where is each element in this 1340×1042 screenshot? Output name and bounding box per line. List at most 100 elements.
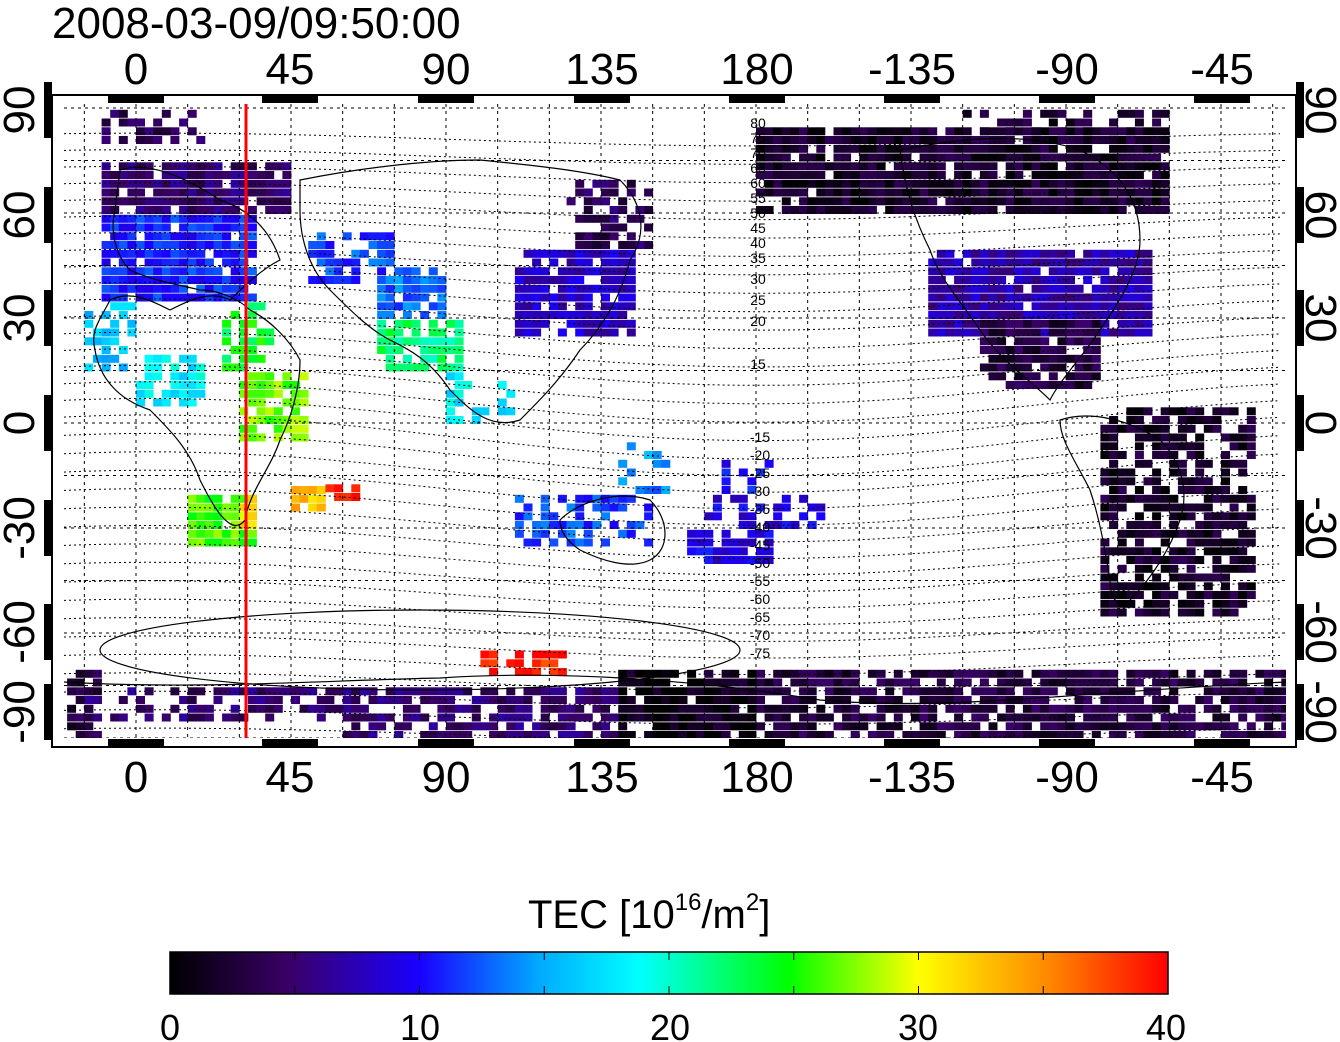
tec-cell bbox=[1057, 311, 1067, 319]
tec-cell bbox=[807, 722, 817, 731]
tec-cell bbox=[1221, 582, 1230, 591]
tec-cell bbox=[1143, 197, 1153, 206]
tec-cell bbox=[1109, 179, 1119, 188]
tec-cell bbox=[842, 713, 852, 722]
magnetic-contour bbox=[64, 469, 1281, 510]
tec-cell bbox=[971, 162, 981, 171]
tec-cell bbox=[1048, 713, 1058, 722]
tec-cell bbox=[1272, 713, 1282, 722]
tec-cell bbox=[601, 704, 610, 713]
tec-cell bbox=[256, 372, 266, 381]
tec-cell bbox=[936, 284, 946, 293]
tec-cell bbox=[118, 363, 128, 372]
tec-cell bbox=[1126, 468, 1136, 477]
magnetic-contour bbox=[64, 364, 1281, 405]
tec-cell bbox=[299, 389, 309, 398]
tec-cell bbox=[1057, 249, 1067, 258]
tec-cell bbox=[928, 197, 938, 206]
tec-cell bbox=[712, 494, 722, 503]
tec-cell bbox=[1031, 249, 1041, 258]
tec-cell bbox=[1186, 704, 1196, 713]
tec-cell bbox=[1143, 494, 1153, 503]
tec-cell bbox=[1238, 669, 1248, 678]
tec-cell bbox=[368, 713, 378, 722]
tec-cell bbox=[1126, 188, 1136, 197]
tec-cell bbox=[1126, 144, 1136, 153]
tec-cell bbox=[1221, 547, 1230, 556]
tec-cell bbox=[428, 731, 438, 738]
tec-cell bbox=[1040, 731, 1050, 738]
tec-cell bbox=[1272, 704, 1282, 713]
lon-tick-bottom: 135 bbox=[565, 753, 638, 802]
tec-cell bbox=[1100, 442, 1110, 451]
tec-cell bbox=[575, 241, 585, 249]
tec-cell bbox=[902, 678, 912, 687]
tec-cell bbox=[1195, 591, 1205, 599]
tec-cell bbox=[1177, 599, 1187, 608]
tec-cell bbox=[1014, 363, 1024, 372]
lat-tick-right: 30 bbox=[1296, 294, 1340, 343]
tec-cell bbox=[626, 328, 636, 337]
tec-cell bbox=[136, 704, 145, 713]
tec-cell bbox=[1238, 521, 1248, 529]
tec-cell bbox=[928, 311, 938, 319]
tec-cell bbox=[799, 687, 809, 696]
tec-cell bbox=[1246, 731, 1256, 738]
tec-cell bbox=[919, 171, 929, 179]
tec-cell bbox=[1014, 319, 1024, 328]
tec-cell bbox=[652, 696, 662, 704]
tec-cell bbox=[179, 162, 189, 171]
tec-cell bbox=[566, 713, 576, 722]
tec-cell bbox=[678, 696, 688, 704]
tec-cell bbox=[1022, 162, 1032, 171]
tec-cell bbox=[213, 696, 223, 704]
tec-cell bbox=[1040, 354, 1050, 363]
tec-cell bbox=[230, 206, 240, 214]
tec-cell bbox=[1126, 302, 1136, 311]
tec-cell bbox=[153, 249, 163, 258]
tec-cell bbox=[1203, 521, 1213, 529]
tec-cell bbox=[1022, 249, 1032, 258]
tec-cell bbox=[781, 687, 791, 696]
tec-cell bbox=[420, 354, 430, 363]
tec-cell bbox=[299, 424, 309, 433]
tec-cell bbox=[1143, 424, 1153, 433]
tec-cell bbox=[1126, 284, 1136, 293]
tec-cell bbox=[1022, 197, 1032, 206]
tec-cell bbox=[136, 118, 145, 127]
tec-cell bbox=[1134, 302, 1144, 311]
tec-cell bbox=[385, 346, 395, 354]
tec-cell bbox=[859, 197, 869, 206]
tec-cell bbox=[402, 284, 412, 293]
tec-cell bbox=[1134, 136, 1144, 144]
tec-cell bbox=[532, 293, 542, 302]
tec-cell bbox=[919, 153, 929, 162]
tec-cell bbox=[247, 214, 257, 223]
tec-cell bbox=[1272, 669, 1282, 678]
tec-cell bbox=[239, 346, 249, 354]
tec-cell bbox=[1238, 459, 1248, 468]
tec-cell bbox=[997, 284, 1007, 293]
tec-cell bbox=[618, 529, 628, 538]
tec-cell bbox=[1109, 512, 1119, 521]
tec-cell bbox=[161, 258, 171, 267]
tec-cell bbox=[1212, 407, 1222, 416]
tec-cell bbox=[919, 188, 929, 197]
tec-cell bbox=[273, 433, 283, 442]
tec-cell bbox=[256, 704, 266, 713]
tec-cell bbox=[824, 678, 834, 687]
tec-cell bbox=[256, 407, 266, 416]
tec-cell bbox=[1186, 731, 1196, 738]
tec-cell bbox=[1212, 591, 1222, 599]
lat-tick-left: -90 bbox=[0, 680, 44, 744]
tec-cell bbox=[850, 678, 860, 687]
tec-cell bbox=[833, 687, 843, 696]
tec-cell bbox=[911, 197, 920, 206]
tec-cell bbox=[1014, 311, 1024, 319]
tec-cell bbox=[204, 267, 214, 276]
tec-cell bbox=[936, 258, 946, 267]
tec-cell bbox=[592, 328, 602, 337]
tec-cell bbox=[92, 696, 102, 704]
tec-cell bbox=[824, 687, 834, 696]
lat-tick-right: 60 bbox=[1296, 191, 1340, 240]
